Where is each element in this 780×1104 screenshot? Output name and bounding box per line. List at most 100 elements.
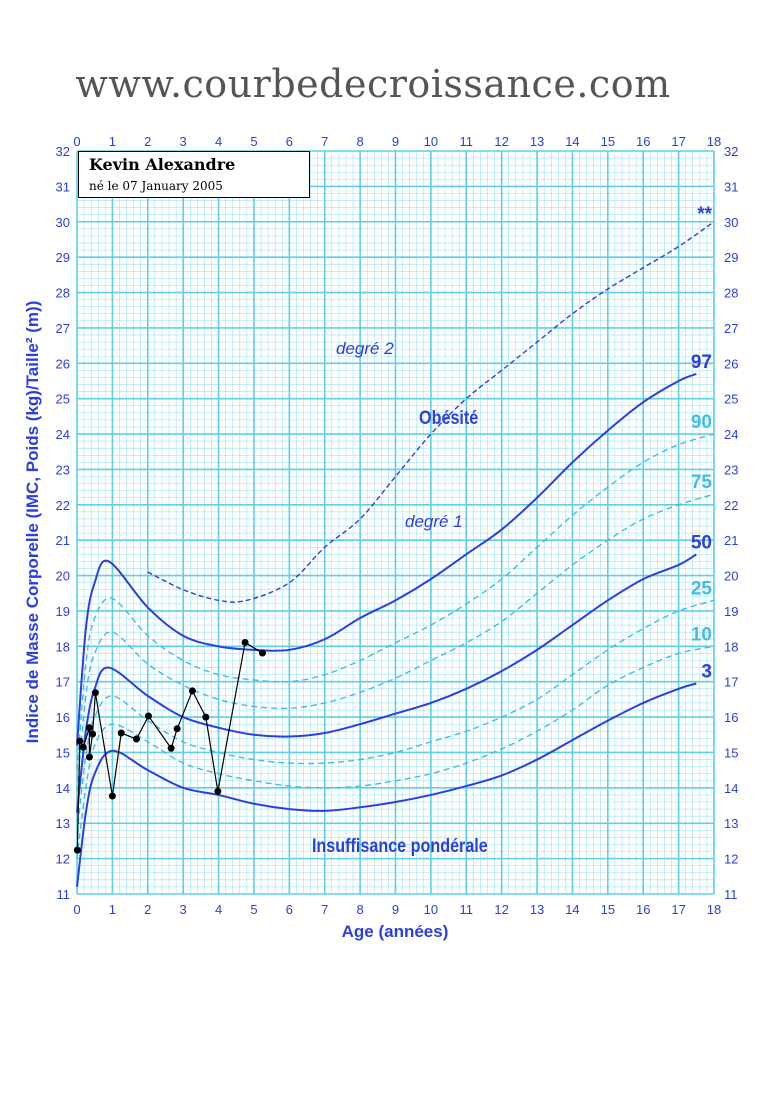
- x-tick-label-top: 14: [565, 134, 579, 149]
- patient-point: [76, 737, 84, 745]
- y-tick-label-right: 13: [724, 816, 738, 831]
- curve-p97: [76, 372, 697, 746]
- y-tick-label-left: 27: [56, 321, 70, 336]
- patient-point: [241, 638, 249, 646]
- y-tick-label-left: 32: [56, 144, 70, 159]
- x-tick-label-bottom: 0: [73, 902, 80, 917]
- curve-label: 3: [701, 661, 712, 682]
- y-tick-label-left: 24: [56, 427, 70, 442]
- patient-series: [73, 638, 266, 854]
- y-tick-label-right: 24: [724, 427, 738, 442]
- x-tick-label-bottom: 6: [286, 902, 293, 917]
- y-tick-label-left: 14: [56, 781, 70, 796]
- x-tick-label-top: 5: [250, 134, 257, 149]
- y-tick-label-left: 15: [56, 745, 70, 760]
- patient-name: Kevin Alexandre: [89, 155, 236, 174]
- x-tick-label-top: 0: [73, 134, 80, 149]
- x-tick-label-bottom: 5: [250, 902, 257, 917]
- x-tick-label-bottom: 9: [392, 902, 399, 917]
- y-tick-label-right: 32: [724, 144, 738, 159]
- y-tick-label-left: 29: [56, 250, 70, 265]
- y-tick-label-left: 21: [56, 533, 70, 548]
- patient-info-box: Kevin Alexandre né le 07 January 2005: [78, 151, 310, 198]
- x-tick-label-bottom: 3: [180, 902, 187, 917]
- annotation-obesite: Obésité: [419, 407, 478, 429]
- patient-point: [258, 649, 266, 657]
- x-tick-label-top: 16: [636, 134, 650, 149]
- x-tick-label-bottom: 1: [109, 902, 116, 917]
- curve-label: 25: [691, 578, 713, 599]
- curve-label: 75: [691, 472, 713, 493]
- annotation-degre-2: degré 2: [336, 339, 394, 358]
- curve-p10: [76, 645, 715, 859]
- x-tick-label-bottom: 17: [671, 902, 685, 917]
- patient-point: [117, 729, 125, 737]
- x-tick-label-bottom: 13: [530, 902, 544, 917]
- x-tick-label-bottom: 16: [636, 902, 650, 917]
- curve-label: 50: [691, 532, 712, 553]
- x-tick-label-bottom: 15: [601, 902, 615, 917]
- patient-point: [202, 713, 210, 721]
- y-tick-label-left: 25: [56, 392, 70, 407]
- curve-p50: [76, 553, 697, 813]
- curve-pobesity-2: [147, 221, 715, 603]
- x-tick-label-top: 10: [424, 134, 438, 149]
- curve-label: 90: [691, 412, 712, 433]
- x-tick-label-top: 4: [215, 134, 222, 149]
- x-tick-label-bottom: 14: [565, 902, 579, 917]
- x-tick-label-bottom: 12: [494, 902, 508, 917]
- percentile-curves: 97 ** 90 75 50 25 10 3: [76, 204, 715, 888]
- curve-p3: [76, 682, 697, 888]
- x-tick-label-bottom: 2: [144, 902, 151, 917]
- y-tick-label-left: 22: [56, 498, 70, 513]
- y-tick-label-left: 17: [56, 675, 70, 690]
- patient-point: [73, 846, 81, 854]
- y-tick-label-right: 29: [724, 250, 738, 265]
- patient-point: [91, 689, 99, 697]
- x-tick-label-top: 13: [530, 134, 544, 149]
- x-tick-label-top: 9: [392, 134, 399, 149]
- x-tick-label-top: 18: [707, 134, 721, 149]
- tick-labels: 0011223344556677889910101111121213131414…: [56, 134, 739, 917]
- x-tick-label-top: 6: [286, 134, 293, 149]
- patient-point: [173, 725, 181, 733]
- curve-p25: [76, 599, 715, 834]
- y-tick-label-left: 12: [56, 852, 70, 867]
- x-tick-label-top: 1: [109, 134, 116, 149]
- x-axis-label: Age (années): [342, 922, 449, 941]
- curve-label: 97: [691, 352, 712, 373]
- x-tick-label-top: 12: [494, 134, 508, 149]
- patient-point: [85, 753, 93, 761]
- y-tick-label-right: 20: [724, 569, 738, 584]
- y-tick-label-right: 11: [724, 887, 738, 902]
- x-tick-label-bottom: 8: [356, 902, 363, 917]
- x-tick-label-top: 8: [356, 134, 363, 149]
- y-tick-label-right: 19: [724, 604, 738, 619]
- y-tick-label-left: 18: [56, 639, 70, 654]
- curve-label: 10: [691, 624, 712, 645]
- y-tick-label-right: 26: [724, 356, 738, 371]
- y-tick-label-right: 31: [724, 179, 738, 194]
- y-tick-label-right: 23: [724, 462, 738, 477]
- y-tick-label-right: 17: [724, 675, 738, 690]
- y-tick-label-left: 31: [56, 179, 70, 194]
- patient-point: [89, 730, 97, 738]
- patient-point: [144, 712, 152, 720]
- y-tick-label-left: 20: [56, 569, 70, 584]
- y-tick-label-left: 19: [56, 604, 70, 619]
- y-tick-label-right: 28: [724, 286, 738, 301]
- y-tick-label-right: 12: [724, 852, 738, 867]
- patient-birth-date: né le 07 January 2005: [89, 179, 223, 193]
- y-tick-label-left: 26: [56, 356, 70, 371]
- curve-p90: [76, 433, 715, 771]
- x-tick-label-bottom: 11: [460, 902, 474, 917]
- patient-point: [85, 724, 93, 732]
- x-tick-label-top: 7: [321, 134, 328, 149]
- y-tick-label-right: 27: [724, 321, 738, 336]
- y-tick-label-left: 16: [56, 710, 70, 725]
- y-tick-label-right: 21: [724, 533, 738, 548]
- x-tick-label-top: 2: [144, 134, 151, 149]
- curve-p75: [76, 493, 715, 792]
- y-tick-label-right: 30: [724, 215, 738, 230]
